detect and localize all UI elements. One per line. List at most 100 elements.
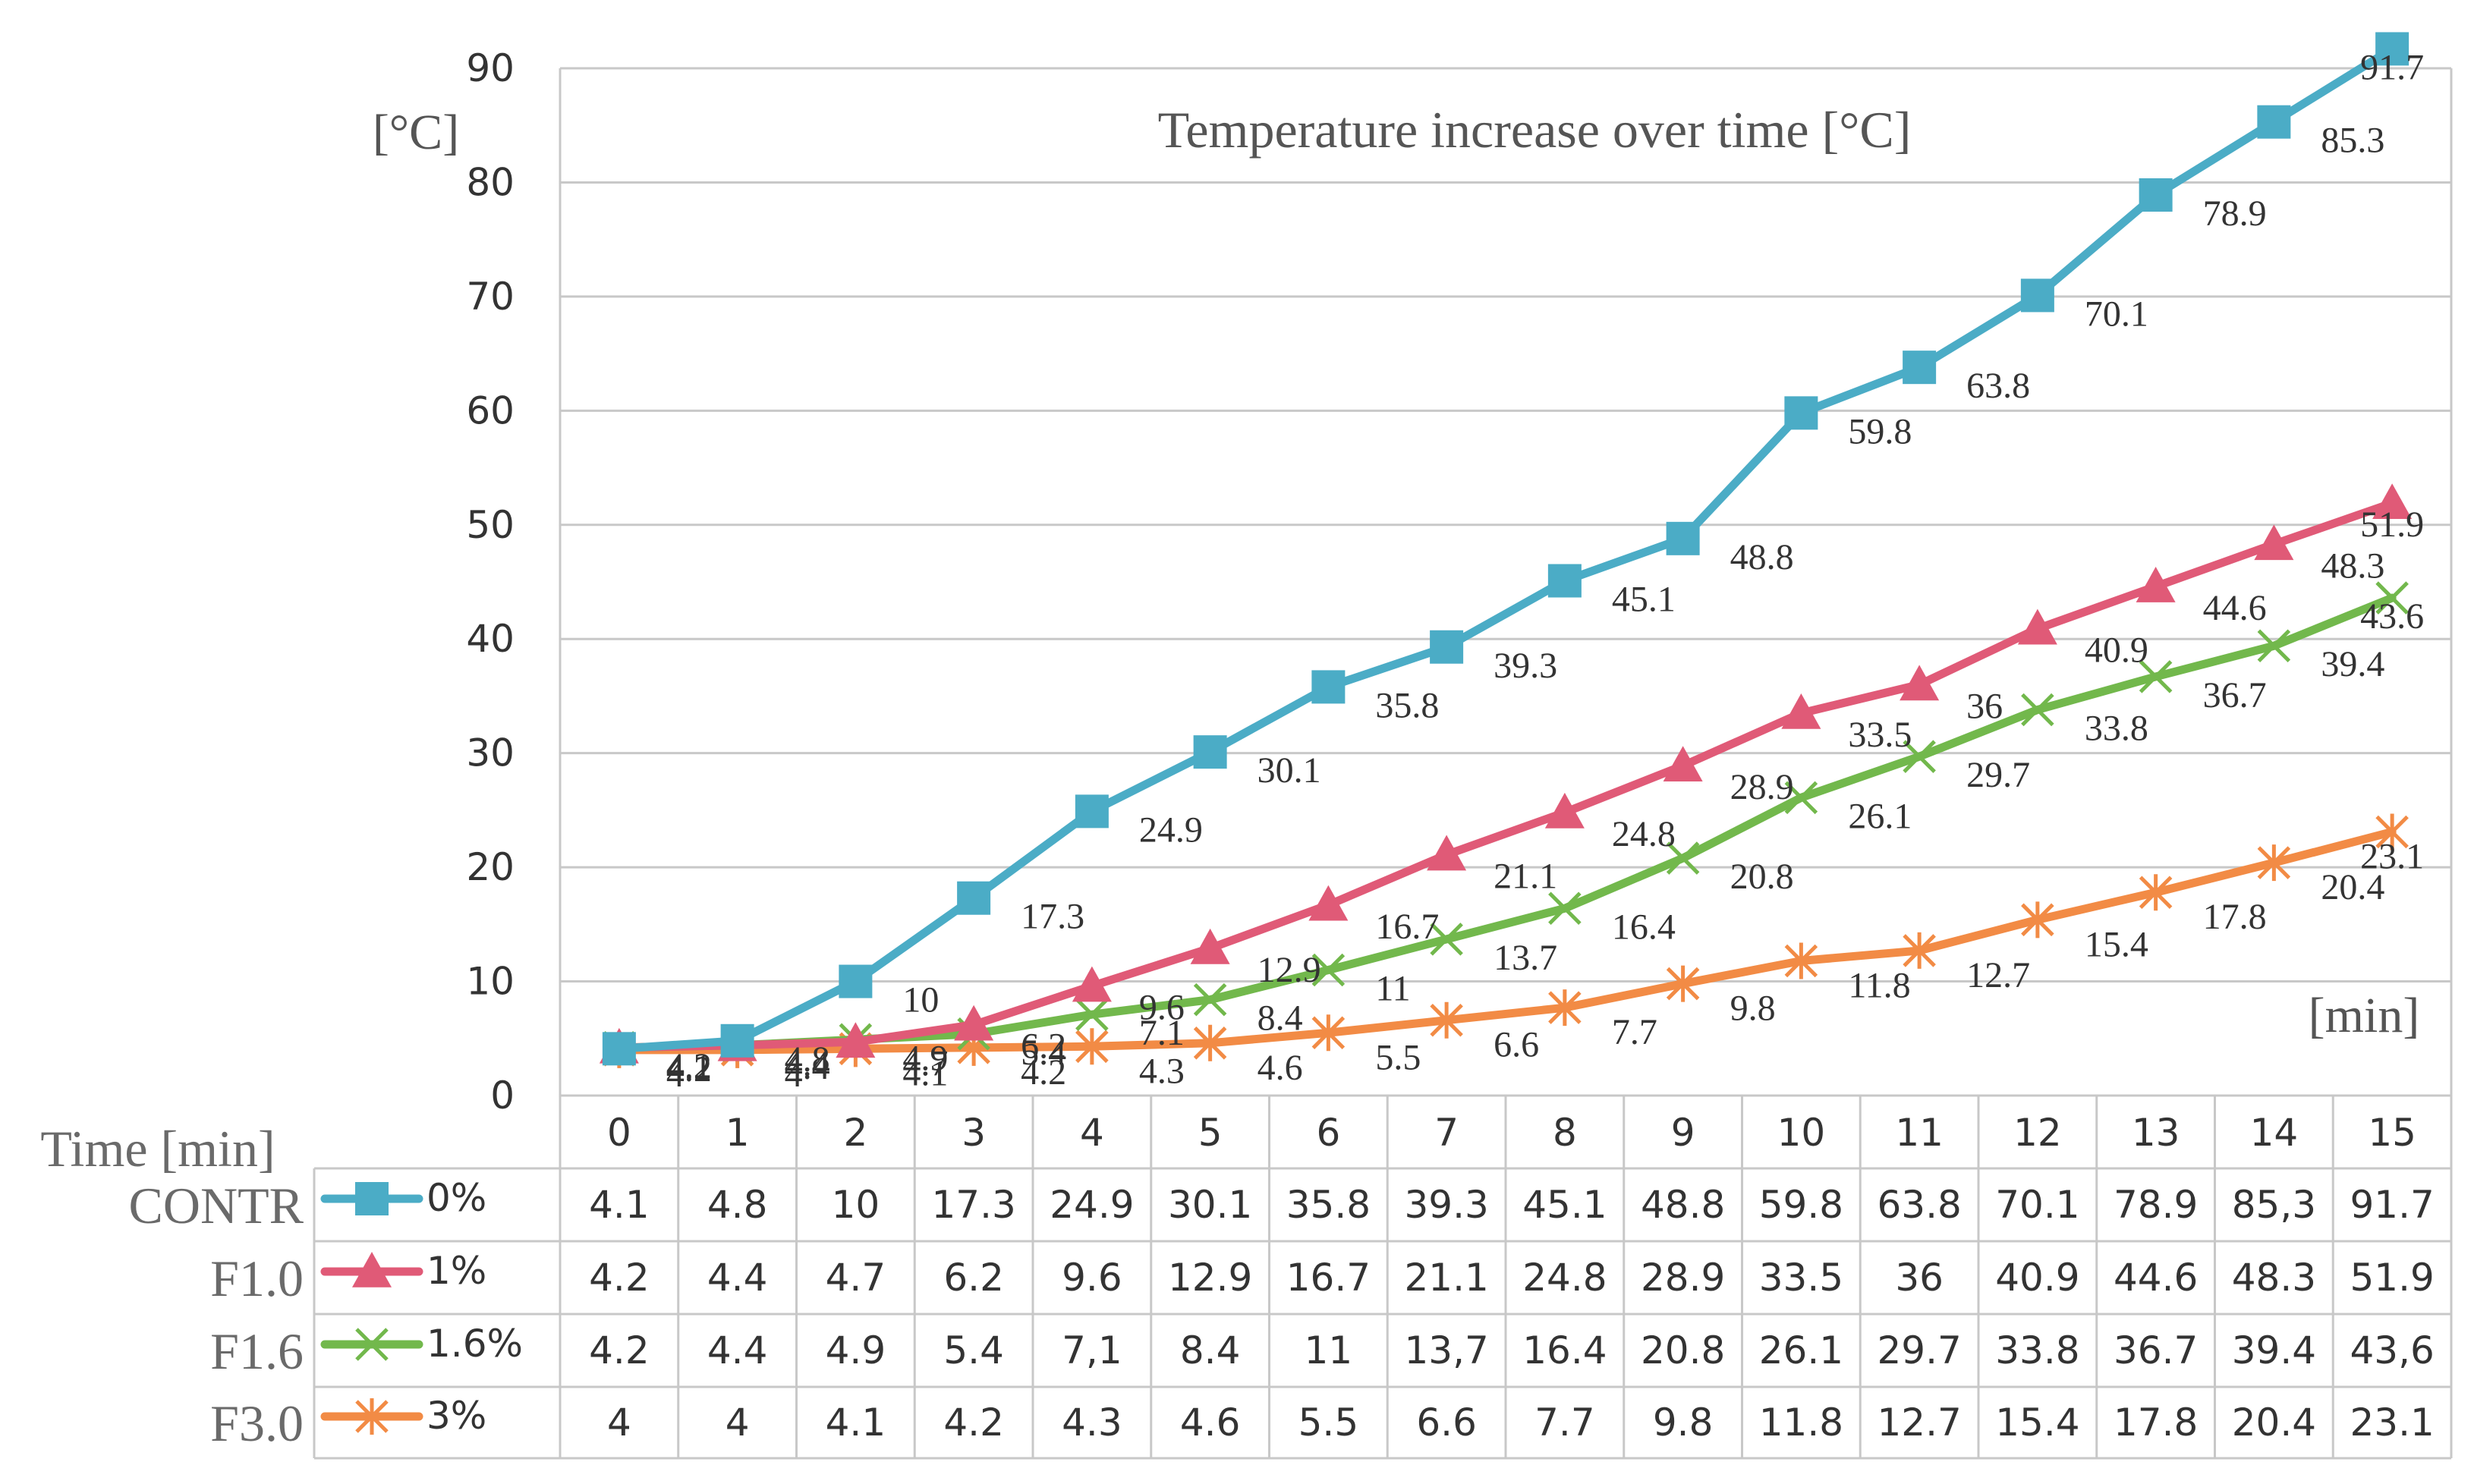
data-label: 4 — [666, 1055, 685, 1095]
data-label: 5.5 — [1375, 1037, 1421, 1077]
data-label: 45.1 — [1612, 579, 1676, 619]
data-label: 24.8 — [1612, 814, 1676, 854]
series-marker — [1663, 746, 1703, 782]
table-cell: 24.8 — [1522, 1256, 1607, 1300]
series-marker — [1903, 351, 1937, 385]
data-label: 40.9 — [2085, 630, 2148, 671]
table-cell: 8.4 — [1180, 1328, 1241, 1372]
data-label: 39.3 — [1494, 646, 1557, 686]
data-label: 17.8 — [2203, 897, 2267, 937]
data-label: 4 — [785, 1055, 803, 1095]
data-label: 48.8 — [1730, 537, 1794, 577]
series-marker — [1900, 665, 1940, 701]
data-label: 21.1 — [1494, 857, 1557, 897]
data-label: 17.3 — [1021, 897, 1084, 937]
table-cell: 11.8 — [1759, 1401, 1843, 1445]
x-tick-label: 5 — [1198, 1111, 1223, 1155]
x-tick-label: 10 — [1777, 1111, 1826, 1155]
data-label: 23.1 — [2360, 836, 2424, 876]
table-cell: 24.9 — [1050, 1183, 1134, 1227]
x-tick-label: 6 — [1316, 1111, 1340, 1155]
table-cell: 4.8 — [707, 1183, 768, 1227]
series-marker — [1544, 792, 1585, 828]
x-tick-label: 14 — [2250, 1111, 2299, 1155]
table-cell: 5.4 — [943, 1328, 1004, 1372]
data-labels: 4.1 4.8 10 17.3 24.9 30.1 35.8 39.3 45.1 48.8 59.8… — [666, 47, 2424, 1094]
series-marker — [1308, 885, 1349, 921]
series-marker — [1430, 630, 1464, 664]
x-tick-label: 7 — [1434, 1111, 1459, 1155]
series-marker — [2257, 105, 2291, 139]
data-label: 4.1 — [666, 1047, 712, 1087]
table-cell: 33.5 — [1759, 1256, 1843, 1300]
data-label: 7.1 — [1139, 1013, 1185, 1053]
series-marker — [957, 881, 991, 915]
data-label: 29.7 — [1966, 755, 2030, 795]
data-label: 6.6 — [1494, 1025, 1539, 1065]
table-cell: 51.9 — [2350, 1256, 2434, 1300]
data-label: 28.9 — [1730, 767, 1794, 807]
series-marker — [355, 1328, 389, 1361]
data-label: 8.4 — [1257, 998, 1303, 1039]
table-cell: 44.6 — [2114, 1256, 2198, 1300]
series-marker — [2257, 629, 2291, 663]
data-label: 4.2 — [666, 1046, 712, 1086]
series-marker — [1784, 396, 1818, 430]
series-marker — [1193, 983, 1227, 1017]
legend-label: 3% — [426, 1394, 486, 1438]
series-marker — [2372, 483, 2413, 519]
table-cell: 4.1 — [826, 1401, 886, 1445]
table-cell: 4.9 — [826, 1328, 886, 1372]
y-tick-label: 40 — [466, 617, 515, 661]
y-tick-label: 10 — [466, 960, 515, 1004]
data-label: 7.7 — [1612, 1012, 1657, 1052]
series-marker — [954, 1005, 994, 1041]
data-label: 91.7 — [2360, 47, 2424, 87]
table-cell: 20.8 — [1641, 1328, 1725, 1372]
table-cell: 36.7 — [2114, 1328, 2198, 1372]
series-line-CONTR — [615, 44, 2397, 1053]
x-tick-label: 11 — [1895, 1111, 1944, 1155]
series-marker — [1075, 794, 1109, 828]
series-marker — [355, 1182, 389, 1215]
series-marker — [1311, 670, 1346, 704]
table-cell: 9.8 — [1653, 1401, 1714, 1445]
data-label: 4.9 — [902, 1038, 948, 1078]
series-line-F1.0 — [615, 498, 2397, 1052]
series-marker — [602, 1032, 636, 1066]
data-label: 15.4 — [2085, 924, 2148, 964]
series-marker — [1666, 965, 1700, 1002]
table-cell: 4.2 — [589, 1256, 650, 1300]
data-label: 4.4 — [785, 1047, 830, 1087]
table-cell: 23.1 — [2350, 1401, 2434, 1445]
data-label: 33.8 — [2085, 708, 2148, 748]
data-label: 12.7 — [1966, 955, 2030, 995]
table-header: Time [min] — [40, 1120, 275, 1177]
series-marker — [1547, 564, 1582, 598]
x-axis-label: [min] — [2309, 988, 2420, 1043]
data-label: 6.2 — [1021, 1027, 1066, 1067]
legend-label: 1% — [426, 1249, 486, 1293]
series-marker — [1193, 1024, 1227, 1061]
legend-label: 0% — [426, 1176, 486, 1220]
x-tick-label: 3 — [962, 1111, 986, 1155]
series-marker — [2139, 178, 2173, 212]
table-cell: 70.1 — [1995, 1183, 2079, 1227]
table-cell: 63.8 — [1877, 1183, 1961, 1227]
y-tick-label: 0 — [490, 1074, 515, 1118]
table-cell: 4.4 — [707, 1256, 768, 1300]
data-label: 26.1 — [1848, 796, 1912, 836]
table-cell: 15.4 — [1995, 1401, 2079, 1445]
table-cell: 85,3 — [2232, 1183, 2316, 1227]
y-axis-label: [°C] — [373, 105, 459, 160]
series-marker — [2139, 874, 2173, 911]
series-marker — [1193, 735, 1227, 769]
table-cell: 4.1 — [589, 1183, 650, 1227]
data-label: 16.7 — [1375, 907, 1439, 947]
data-label: 4.7 — [902, 1043, 948, 1083]
data-label: 44.6 — [2203, 588, 2267, 628]
series-marker — [1548, 989, 1582, 1027]
series-marker — [2375, 581, 2409, 615]
y-tick-label: 20 — [466, 845, 515, 889]
data-label: 16.4 — [1612, 907, 1676, 947]
